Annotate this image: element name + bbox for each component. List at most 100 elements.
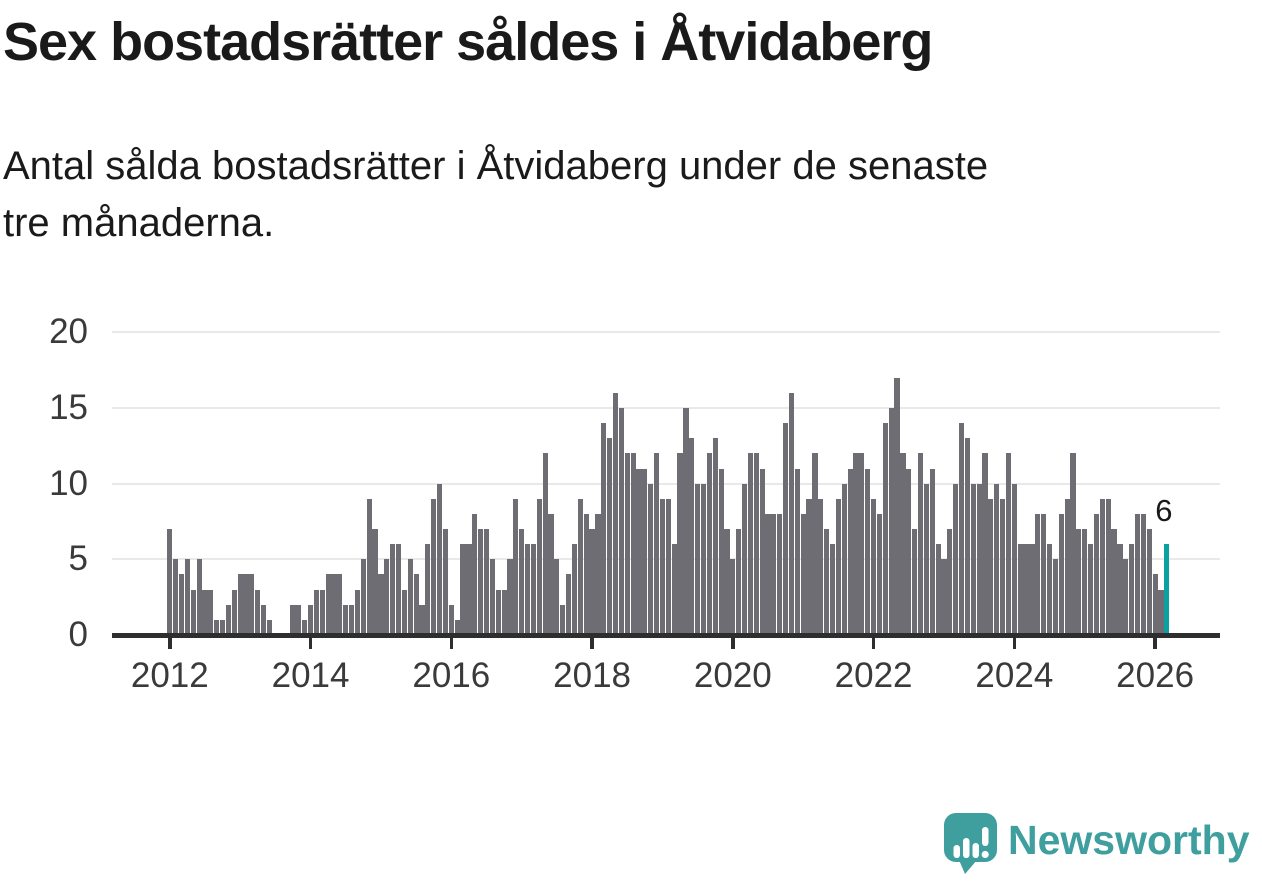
bar [319,589,325,635]
page-title: Sex bostadsrätter såldes i Åtvidaberg [3,12,933,72]
bar [612,392,619,635]
bar [794,468,800,635]
bar [219,619,226,635]
x-axis-label-2014: 2014 [271,656,350,695]
bar [495,589,501,635]
gridline-10 [112,482,1220,485]
x-axis-tick-2012 [168,635,172,649]
bar [1093,513,1100,635]
bar [759,468,765,635]
bar [677,453,683,635]
bar [917,453,924,635]
bar [460,544,466,635]
bar [783,423,789,635]
chart-subtitle: Antal sålda bostadsrätter i Åtvidaberg u… [3,144,989,245]
bar [202,589,208,635]
bar [231,589,237,635]
bar [337,574,343,635]
bar [718,468,724,635]
bar [923,483,929,635]
bar [818,498,824,635]
bar [1134,513,1141,635]
bar [349,604,355,635]
bar [958,423,965,635]
bar [454,619,460,635]
bar [888,407,894,635]
bar [876,513,883,635]
bar [372,529,378,635]
bar [1046,544,1053,635]
gridline-15 [112,406,1220,409]
bar [648,483,654,635]
bar [548,513,554,635]
bar [700,483,707,635]
bar [935,544,941,635]
bar [1099,498,1105,635]
bar [595,513,601,635]
bar [929,468,935,635]
y-axis-label-5: 5 [68,539,88,579]
x-axis-label-2022: 2022 [834,656,913,695]
bar [953,483,959,635]
x-axis-tick-2022 [871,635,876,649]
bar [448,604,454,635]
bar [184,559,190,635]
bar [178,574,185,635]
bar [900,453,906,635]
bar [407,559,413,635]
bar [1152,574,1158,635]
y-axis-label-0: 0 [68,615,88,654]
bar [988,498,994,635]
bar [636,468,642,635]
x-axis-tick-2020 [731,635,735,649]
bar [313,589,319,635]
bar [1058,513,1064,635]
bar [325,574,331,635]
bar [800,513,806,635]
bar [736,529,742,635]
bar [812,453,818,635]
bar [249,574,255,635]
bar [747,453,754,635]
bar [489,559,495,635]
x-axis-label-2018: 2018 [553,656,632,695]
bar [777,513,783,635]
bar [1041,513,1047,635]
bar [478,529,484,635]
bar [513,498,519,635]
bar [665,498,671,635]
bar [266,619,273,635]
bar [554,559,560,635]
bar [741,483,748,635]
bar [824,529,830,635]
bar [941,559,947,635]
bar [237,574,243,635]
bar [173,559,179,635]
bar [730,559,736,635]
bar [542,453,548,635]
bar [290,604,296,635]
bar [1064,498,1070,635]
x-axis-label-2012: 2012 [130,656,209,695]
bar [1111,529,1117,635]
bar [859,453,865,635]
bar [442,529,449,635]
bar [847,468,853,635]
bar [307,604,314,635]
bar [982,453,988,635]
newsworthy-logo: Newsworthy [942,810,1250,876]
bar [906,468,912,635]
bar [642,468,648,635]
bar [384,559,390,635]
bar [378,574,384,635]
bar [695,483,701,635]
bar [395,544,402,635]
bar [653,453,660,635]
bar [970,483,976,635]
bar [964,438,971,635]
bar [1082,529,1088,635]
last-value-label: 6 [1155,493,1173,528]
bar [712,438,718,635]
bar [243,574,249,635]
